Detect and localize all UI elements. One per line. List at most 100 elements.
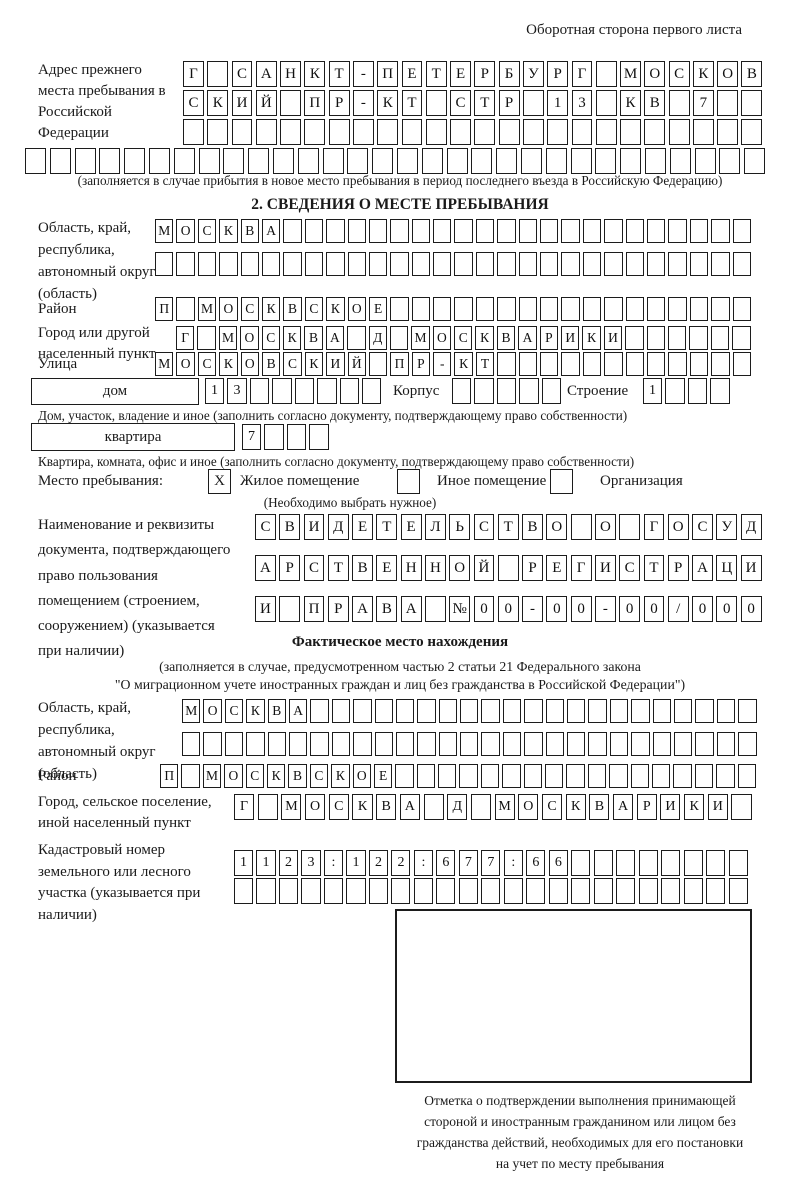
- char-cell: [322, 148, 344, 174]
- char-cell: [638, 878, 658, 904]
- char-cell: В: [376, 596, 398, 622]
- char-cell: [401, 119, 423, 145]
- char-cell: -: [522, 596, 543, 622]
- char-cell: Н: [424, 555, 446, 581]
- char-cell: [502, 699, 522, 723]
- char-cell: О: [176, 352, 195, 376]
- char-cell: [411, 297, 431, 321]
- char-cell: [668, 252, 687, 276]
- char-cell: В: [522, 514, 543, 540]
- char-cell: И: [303, 514, 325, 540]
- char-cell: [644, 148, 666, 174]
- char-cell: А: [325, 326, 345, 350]
- char-cell: [646, 352, 666, 376]
- document-row-3: И П Р А В А № 0 0-0 0-0 0/0 0 0: [255, 596, 762, 622]
- char-cell: О: [347, 297, 366, 321]
- char-cell: 1: [234, 850, 254, 876]
- char-cell: [652, 732, 671, 756]
- char-cell: П: [304, 90, 326, 116]
- char-cell: С: [473, 514, 495, 540]
- char-cell: [661, 850, 681, 876]
- char-cell: [669, 148, 691, 174]
- char-cell: Т: [327, 555, 349, 581]
- char-cell: [683, 850, 703, 876]
- char-cell: В: [352, 555, 374, 581]
- char-cell: М: [155, 352, 174, 376]
- char-cell: Л: [424, 514, 446, 540]
- cadastral-row-2: [234, 878, 748, 904]
- char-cell: [711, 297, 730, 321]
- char-cell: [694, 148, 716, 174]
- char-cell: [347, 148, 369, 174]
- checkbox-other-premises: [397, 469, 420, 494]
- char-cell: [561, 252, 580, 276]
- char-cell: [183, 119, 204, 145]
- char-cell: О: [219, 297, 238, 321]
- char-cell: А: [613, 794, 634, 820]
- char-cell: /: [667, 596, 689, 622]
- char-cell: [255, 119, 277, 145]
- region-label: Область, край, республика, автономный ок…: [38, 220, 156, 302]
- char-cell: В: [376, 794, 397, 820]
- char-cell: О: [203, 699, 222, 723]
- char-cell: [667, 326, 687, 350]
- char-cell: [480, 764, 500, 788]
- char-cell: Т: [328, 61, 350, 87]
- char-cell: [737, 764, 756, 788]
- char-cell: [234, 878, 254, 904]
- stamp-caption: Отметка о подтверждении выполнения прини…: [416, 1093, 744, 1171]
- char-cell: Е: [546, 555, 568, 581]
- char-cell: [518, 219, 538, 243]
- char-cell: [474, 119, 496, 145]
- char-cell: [353, 699, 372, 723]
- char-cell: С: [224, 699, 244, 723]
- char-cell: [695, 699, 714, 723]
- char-cell: А: [692, 555, 713, 581]
- char-cell: [593, 878, 613, 904]
- char-cell: 0: [473, 596, 495, 622]
- char-cell: К: [475, 326, 494, 350]
- char-cell: К: [377, 90, 399, 116]
- char-cell: В: [741, 61, 763, 87]
- char-cell: [631, 699, 650, 723]
- char-cell: К: [692, 61, 714, 87]
- char-cell: [421, 148, 443, 174]
- char-cell: О: [176, 219, 195, 243]
- char-cell: [646, 252, 666, 276]
- char-cell: 7: [458, 850, 478, 876]
- char-cell: [741, 119, 763, 145]
- char-cell: 7: [692, 90, 714, 116]
- char-cell: [474, 378, 494, 404]
- stroenie-label: Строение: [567, 383, 629, 399]
- char-cell: 7: [242, 424, 262, 450]
- char-cell: 3: [301, 850, 321, 876]
- stamp-area: [395, 909, 752, 1083]
- char-cell: [198, 148, 220, 174]
- char-cell: [732, 326, 751, 350]
- char-cell: [595, 90, 617, 116]
- char-cell: [661, 878, 681, 904]
- char-cell: О: [224, 764, 243, 788]
- char-cell: С: [454, 326, 473, 350]
- char-cell: [417, 699, 436, 723]
- char-cell: 0: [570, 596, 592, 622]
- char-cell: Т: [425, 61, 447, 87]
- city-label: Город или другой населенный пункт: [38, 325, 156, 362]
- char-cell: [522, 119, 544, 145]
- char-cell: [728, 850, 748, 876]
- char-cell: [695, 732, 714, 756]
- char-cell: М: [281, 794, 302, 820]
- char-cell: [301, 878, 321, 904]
- char-cell: В: [261, 352, 281, 376]
- char-cell: [689, 219, 709, 243]
- char-cell: [368, 219, 388, 243]
- char-cell: 2: [368, 850, 388, 876]
- char-cell: 6: [436, 850, 456, 876]
- char-cell: [390, 252, 409, 276]
- char-cell: Р: [498, 90, 520, 116]
- char-cell: [548, 878, 568, 904]
- char-cell: [518, 297, 538, 321]
- char-cell: [673, 699, 693, 723]
- char-cell: Е: [450, 61, 471, 87]
